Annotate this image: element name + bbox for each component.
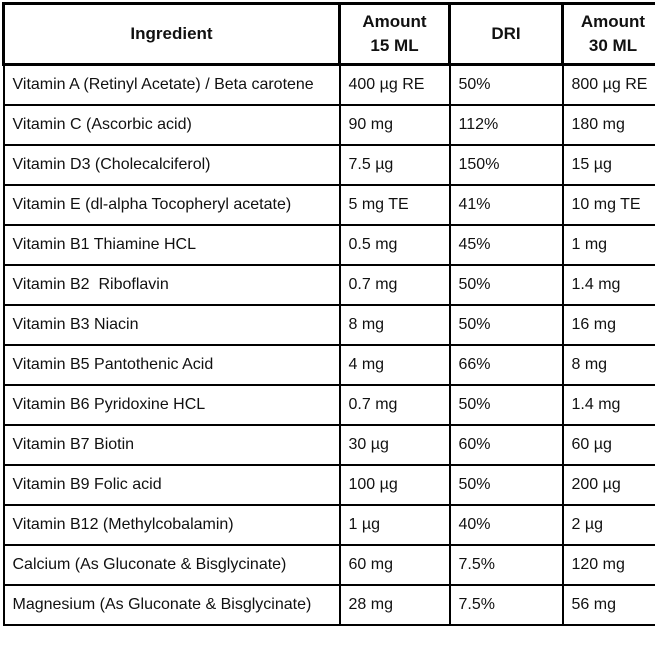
cell-amount-30ml: 1.4 mg bbox=[561, 264, 655, 306]
cell-dri: 50% bbox=[448, 384, 564, 426]
table-row: Vitamin B5 Pantothenic Acid 4 mg 66% 8 m… bbox=[2, 344, 655, 386]
cell-amount-15ml: 28 mg bbox=[338, 584, 451, 626]
cell-ingredient: Vitamin E (dl-alpha Tocopheryl acetate) bbox=[2, 184, 341, 226]
cell-ingredient: Magnesium (As Gluconate & Bisglycinate) bbox=[2, 584, 341, 626]
column-header-dri: DRI bbox=[448, 2, 564, 66]
cell-dri: 40% bbox=[448, 504, 564, 546]
cell-ingredient: Vitamin B5 Pantothenic Acid bbox=[2, 344, 341, 386]
table-row: Vitamin B2 Riboflavin 0.7 mg 50% 1.4 mg bbox=[2, 264, 655, 306]
cell-amount-15ml: 100 µg bbox=[338, 464, 451, 506]
cell-amount-15ml: 400 µg RE bbox=[338, 63, 451, 106]
cell-dri: 50% bbox=[448, 464, 564, 506]
table-row: Vitamin A (Retinyl Acetate) / Beta carot… bbox=[2, 63, 655, 106]
cell-dri: 7.5% bbox=[448, 584, 564, 626]
column-header-amount-30ml: Amount 30 ML bbox=[561, 2, 655, 66]
header-line: 30 ML bbox=[588, 36, 638, 55]
column-header-amount-15ml: Amount 15 ML bbox=[338, 2, 451, 66]
cell-amount-30ml: 10 mg TE bbox=[561, 184, 655, 226]
cell-dri: 60% bbox=[448, 424, 564, 466]
cell-ingredient: Vitamin B7 Biotin bbox=[2, 424, 341, 466]
table-header: Ingredient Amount 15 ML DRI Amount 30 ML bbox=[2, 2, 655, 66]
header-line: Amount bbox=[580, 12, 646, 31]
cell-amount-30ml: 15 µg bbox=[561, 144, 655, 186]
table-row: Vitamin B3 Niacin 8 mg 50% 16 mg bbox=[2, 304, 655, 346]
cell-dri: 41% bbox=[448, 184, 564, 226]
cell-amount-15ml: 60 mg bbox=[338, 544, 451, 586]
cell-amount-15ml: 0.7 mg bbox=[338, 384, 451, 426]
table-row: Vitamin B9 Folic acid 100 µg 50% 200 µg bbox=[2, 464, 655, 506]
header-line: Ingredient bbox=[130, 24, 213, 43]
header-line: DRI bbox=[491, 24, 521, 43]
cell-dri: 66% bbox=[448, 344, 564, 386]
cell-amount-30ml: 180 mg bbox=[561, 104, 655, 146]
table-row: Vitamin B6 Pyridoxine HCL 0.7 mg 50% 1.4… bbox=[2, 384, 655, 426]
cell-amount-30ml: 800 µg RE bbox=[561, 63, 655, 106]
cell-amount-30ml: 60 µg bbox=[561, 424, 655, 466]
cell-amount-15ml: 8 mg bbox=[338, 304, 451, 346]
table-row: Vitamin B12 (Methylcobalamin) 1 µg 40% 2… bbox=[2, 504, 655, 546]
cell-amount-30ml: 2 µg bbox=[561, 504, 655, 546]
cell-amount-30ml: 1.4 mg bbox=[561, 384, 655, 426]
cell-ingredient: Calcium (As Gluconate & Bisglycinate) bbox=[2, 544, 341, 586]
cell-amount-30ml: 56 mg bbox=[561, 584, 655, 626]
cell-dri: 7.5% bbox=[448, 544, 564, 586]
cell-ingredient: Vitamin B9 Folic acid bbox=[2, 464, 341, 506]
table-row: Vitamin B7 Biotin 30 µg 60% 60 µg bbox=[2, 424, 655, 466]
table-row: Vitamin B1 Thiamine HCL 0.5 mg 45% 1 mg bbox=[2, 224, 655, 266]
cell-amount-15ml: 7.5 µg bbox=[338, 144, 451, 186]
table-row: Vitamin E (dl-alpha Tocopheryl acetate) … bbox=[2, 184, 655, 226]
cell-amount-30ml: 16 mg bbox=[561, 304, 655, 346]
cell-dri: 150% bbox=[448, 144, 564, 186]
cell-ingredient: Vitamin B6 Pyridoxine HCL bbox=[2, 384, 341, 426]
table-row: Calcium (As Gluconate & Bisglycinate) 60… bbox=[2, 544, 655, 586]
cell-amount-30ml: 120 mg bbox=[561, 544, 655, 586]
cell-ingredient: Vitamin B1 Thiamine HCL bbox=[2, 224, 341, 266]
cell-amount-30ml: 8 mg bbox=[561, 344, 655, 386]
cell-dri: 50% bbox=[448, 264, 564, 306]
header-row: Ingredient Amount 15 ML DRI Amount 30 ML bbox=[2, 2, 655, 66]
cell-ingredient: Vitamin C (Ascorbic acid) bbox=[2, 104, 341, 146]
cell-ingredient: Vitamin B3 Niacin bbox=[2, 304, 341, 346]
cell-ingredient: Vitamin D3 (Cholecalciferol) bbox=[2, 144, 341, 186]
cell-amount-30ml: 1 mg bbox=[561, 224, 655, 266]
cell-amount-15ml: 5 mg TE bbox=[338, 184, 451, 226]
column-header-ingredient: Ingredient bbox=[2, 2, 341, 66]
cell-ingredient: Vitamin A (Retinyl Acetate) / Beta carot… bbox=[2, 63, 341, 106]
table-body: Vitamin A (Retinyl Acetate) / Beta carot… bbox=[2, 63, 655, 626]
cell-amount-30ml: 200 µg bbox=[561, 464, 655, 506]
cell-amount-15ml: 0.5 mg bbox=[338, 224, 451, 266]
cell-amount-15ml: 4 mg bbox=[338, 344, 451, 386]
cell-dri: 50% bbox=[448, 304, 564, 346]
cell-dri: 45% bbox=[448, 224, 564, 266]
cell-amount-15ml: 90 mg bbox=[338, 104, 451, 146]
supplement-facts-table: Ingredient Amount 15 ML DRI Amount 30 ML bbox=[2, 2, 655, 626]
cell-ingredient: Vitamin B12 (Methylcobalamin) bbox=[2, 504, 341, 546]
cell-dri: 112% bbox=[448, 104, 564, 146]
cell-amount-15ml: 0.7 mg bbox=[338, 264, 451, 306]
header-line: Amount bbox=[362, 12, 427, 31]
cell-amount-15ml: 30 µg bbox=[338, 424, 451, 466]
cell-amount-15ml: 1 µg bbox=[338, 504, 451, 546]
table-row: Vitamin D3 (Cholecalciferol) 7.5 µg 150%… bbox=[2, 144, 655, 186]
table-row: Vitamin C (Ascorbic acid) 90 mg 112% 180… bbox=[2, 104, 655, 146]
table-row: Magnesium (As Gluconate & Bisglycinate) … bbox=[2, 584, 655, 626]
header-line: 15 ML bbox=[370, 36, 419, 55]
cell-ingredient: Vitamin B2 Riboflavin bbox=[2, 264, 341, 306]
cell-dri: 50% bbox=[448, 63, 564, 106]
